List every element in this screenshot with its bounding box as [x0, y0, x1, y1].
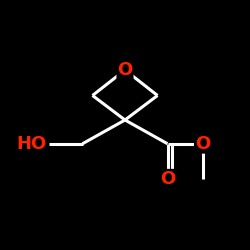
Text: O: O — [160, 170, 175, 188]
Text: O: O — [195, 135, 210, 153]
Text: HO: HO — [16, 135, 46, 153]
Text: O: O — [118, 61, 132, 79]
